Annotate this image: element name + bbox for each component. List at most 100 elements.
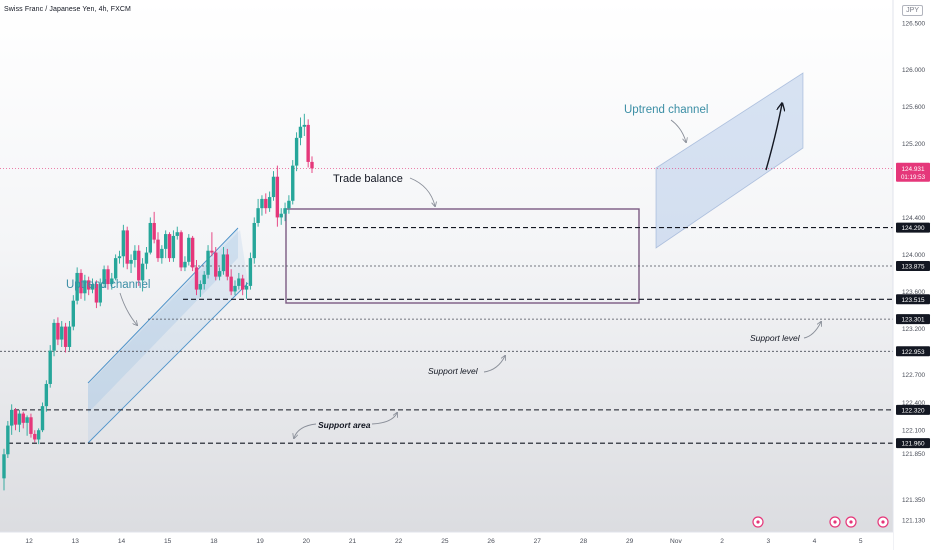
candle-body xyxy=(291,165,295,201)
candle-body xyxy=(248,258,253,286)
candle xyxy=(271,171,276,201)
candle-body xyxy=(121,230,126,257)
price-level-tag xyxy=(896,261,930,271)
price-level-tag xyxy=(896,314,930,325)
event-flag-dot-icon xyxy=(849,520,853,524)
candle xyxy=(56,317,60,346)
channel-line-lower xyxy=(87,282,249,444)
price-tick-label: 122.100 xyxy=(902,428,926,435)
annotation-label: Support level xyxy=(750,333,801,343)
candle-body xyxy=(106,269,110,285)
candle xyxy=(256,198,260,227)
levels-layer xyxy=(0,167,893,444)
candle xyxy=(171,230,176,262)
candle-body xyxy=(190,237,195,268)
candle xyxy=(125,226,129,270)
candle xyxy=(129,254,133,273)
candle-body xyxy=(90,284,95,290)
candle xyxy=(183,256,187,272)
candle-body xyxy=(171,235,176,259)
candle-body xyxy=(160,248,164,259)
time-tick-label: 27 xyxy=(534,538,542,545)
candle-body xyxy=(133,250,137,260)
candle xyxy=(221,247,226,275)
candle xyxy=(71,295,75,331)
candle-body xyxy=(252,222,256,259)
candle-body xyxy=(102,269,106,285)
candle xyxy=(187,234,191,266)
candle xyxy=(248,252,253,290)
price-level-tag-label: 123.875 xyxy=(901,264,925,271)
time-tick-label: 4 xyxy=(813,538,817,545)
candle-body xyxy=(17,413,22,425)
time-tick-label: 26 xyxy=(487,538,495,545)
candle-body xyxy=(294,137,299,166)
candle-body xyxy=(260,198,264,209)
candle xyxy=(190,235,195,272)
candle xyxy=(233,280,237,296)
candle-body xyxy=(6,425,10,455)
candle xyxy=(140,258,145,292)
candle xyxy=(29,413,33,438)
candle-body xyxy=(48,350,52,384)
candle-body xyxy=(187,237,191,262)
candle-body xyxy=(125,230,129,264)
candle-body xyxy=(110,278,114,285)
candle xyxy=(267,191,272,212)
candle xyxy=(79,269,83,299)
candle xyxy=(25,415,29,436)
candle-body xyxy=(87,280,91,290)
price-tick-label: 121.850 xyxy=(902,451,926,458)
candle xyxy=(225,248,229,281)
candle-body xyxy=(179,232,183,268)
candle xyxy=(83,274,87,301)
currency-button[interactable]: JPY xyxy=(902,5,923,16)
annotation-label: Support area xyxy=(318,420,371,430)
price-tick-label: 126.500 xyxy=(902,21,926,28)
last-price-tag xyxy=(896,162,930,182)
price-level-tag-label: 123.515 xyxy=(901,297,925,304)
candle-body xyxy=(310,161,314,169)
time-tick-label: 13 xyxy=(72,538,80,545)
candle-body xyxy=(25,417,29,423)
candle xyxy=(87,276,91,296)
time-tick-label: 22 xyxy=(395,538,403,545)
candle xyxy=(102,265,106,288)
candle xyxy=(110,272,114,290)
time-tick-label: 18 xyxy=(210,538,218,545)
candle xyxy=(94,280,99,309)
time-tick-label: 20 xyxy=(303,538,311,545)
candle-body xyxy=(217,271,222,277)
candle xyxy=(13,408,18,431)
annotation-label: Support level xyxy=(428,366,479,376)
candle xyxy=(117,250,122,264)
candle-body xyxy=(52,322,56,351)
candle xyxy=(214,247,218,281)
candle-body xyxy=(113,258,118,279)
time-tick-label: 5 xyxy=(859,538,863,545)
candle xyxy=(121,224,126,268)
time-tick-label: 25 xyxy=(441,538,449,545)
candle-body xyxy=(264,198,268,209)
time-tick-label: 19 xyxy=(256,538,264,545)
candles-layer xyxy=(2,113,314,491)
annotation-arrow xyxy=(119,292,137,325)
trend-arrow xyxy=(765,104,782,171)
candle xyxy=(241,274,245,296)
candle-body xyxy=(210,250,214,253)
candle xyxy=(175,226,179,240)
candle-body xyxy=(94,284,99,303)
candle-body xyxy=(267,197,272,209)
time-tick-label: 14 xyxy=(118,538,126,545)
price-tick-label: 121.350 xyxy=(902,497,926,504)
time-tick-label: 2 xyxy=(720,538,724,545)
annotation-label: Uptrend channel xyxy=(66,279,150,291)
candle-body xyxy=(233,285,237,292)
candle-body xyxy=(241,278,245,290)
candle xyxy=(63,322,68,353)
annotation-arrow xyxy=(294,423,317,438)
candle xyxy=(144,247,149,270)
